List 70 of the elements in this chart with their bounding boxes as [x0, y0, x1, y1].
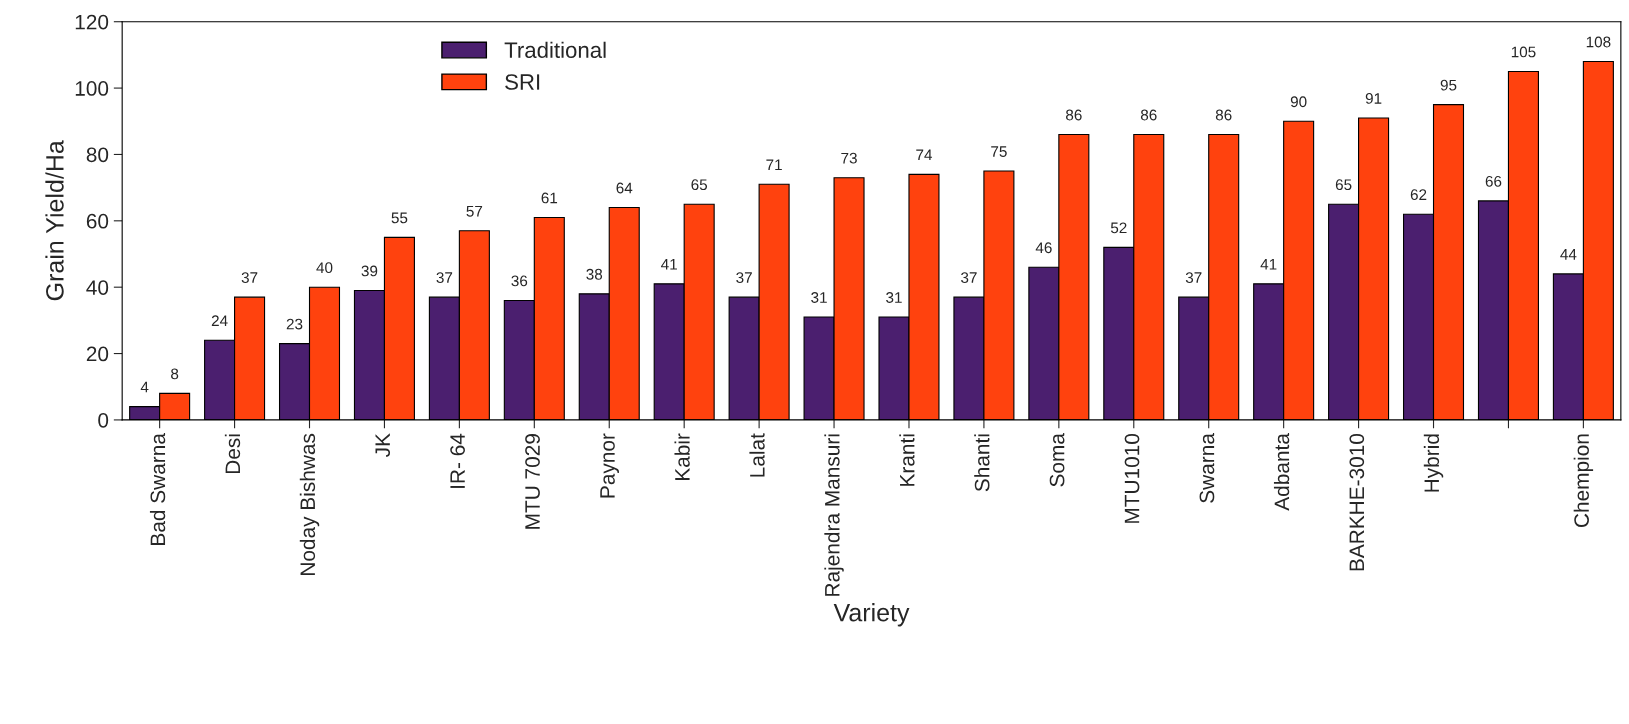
y-tick-label: 0	[98, 412, 109, 428]
data-label: 61	[541, 192, 558, 204]
data-label: 86	[1066, 109, 1082, 121]
x-tick-label: Shanti	[974, 434, 990, 492]
data-label: 37	[1185, 272, 1202, 284]
legend-label: SRI	[505, 74, 540, 90]
x-tick-label: Rajendra Mansuri	[824, 434, 844, 596]
x-tick-label: BARKHE-3010	[1349, 433, 1365, 571]
data-label: 65	[691, 179, 708, 191]
x-tick-label: Kabir	[674, 433, 690, 481]
y-tick-label: 80	[86, 147, 109, 163]
data-label: 44	[1560, 249, 1577, 260]
data-label: 36	[511, 275, 528, 287]
legend-label: Traditional	[504, 41, 606, 59]
data-label: 52	[1110, 222, 1127, 234]
data-label: 108	[1586, 36, 1611, 48]
x-tick-label: Soma	[1049, 433, 1065, 487]
data-label: 57	[466, 205, 483, 217]
data-label: 90	[1290, 96, 1307, 108]
data-label: 105	[1511, 46, 1536, 58]
data-label: 37	[736, 272, 752, 284]
data-label: 91	[1365, 93, 1382, 104]
x-tick-label: Adbanta	[1273, 433, 1290, 511]
data-label: 37	[436, 272, 453, 284]
data-label: 40	[316, 262, 333, 274]
data-label: 31	[886, 292, 902, 303]
data-label: 39	[361, 265, 378, 277]
y-tick-label: 20	[86, 346, 109, 362]
x-tick-label: Hybrid	[1423, 434, 1444, 492]
data-label: 64	[616, 182, 633, 194]
x-tick-label: Swarna	[1199, 433, 1215, 503]
x-tick-label: JK	[375, 433, 391, 458]
data-label: 41	[1260, 259, 1277, 270]
x-tick-label: Desi	[224, 434, 241, 474]
data-label: 74	[916, 149, 933, 161]
y-tick-label: 40	[86, 280, 109, 295]
data-label: 73	[841, 152, 857, 164]
x-tick-label: Noday Bishwas	[299, 433, 320, 575]
y-axis-title: Grain Yield/Ha	[45, 140, 64, 301]
x-tick-label: IR- 64	[450, 433, 465, 488]
x-tick-label: Kranti	[899, 434, 915, 486]
x-tick-label: Bad Swarna	[149, 433, 166, 545]
data-label: 4	[140, 381, 149, 393]
data-label: 8	[171, 368, 179, 380]
y-tick-label: 120	[75, 14, 109, 30]
data-label: 86	[1140, 109, 1157, 121]
data-label: 23	[286, 318, 303, 330]
data-label: 71	[766, 159, 782, 171]
data-label: 66	[1485, 175, 1502, 187]
data-label: 75	[991, 146, 1007, 157]
x-tick-label: Chempion	[1573, 434, 1594, 528]
x-axis-title: Variety	[833, 603, 910, 627]
data-label: 41	[661, 259, 677, 270]
data-label: 38	[586, 268, 603, 280]
x-tick-label: Lalat	[749, 433, 765, 477]
data-label: 62	[1410, 189, 1427, 201]
data-label: 24	[211, 315, 228, 326]
data-label: 55	[391, 212, 408, 224]
data-label: 95	[1440, 79, 1457, 91]
data-label: 31	[811, 292, 827, 303]
x-tick-label: MTU1010	[1124, 433, 1140, 523]
data-label: 37	[961, 272, 977, 284]
data-label: 65	[1335, 179, 1352, 191]
x-tick-label: MTU 7029	[525, 434, 540, 529]
y-tick-label: 100	[75, 81, 109, 96]
x-tick-label: Paynor	[600, 433, 619, 498]
data-label: 46	[1035, 242, 1052, 254]
data-label: 37	[241, 272, 258, 284]
data-label: 86	[1215, 109, 1232, 121]
y-tick-label: 60	[86, 213, 109, 229]
